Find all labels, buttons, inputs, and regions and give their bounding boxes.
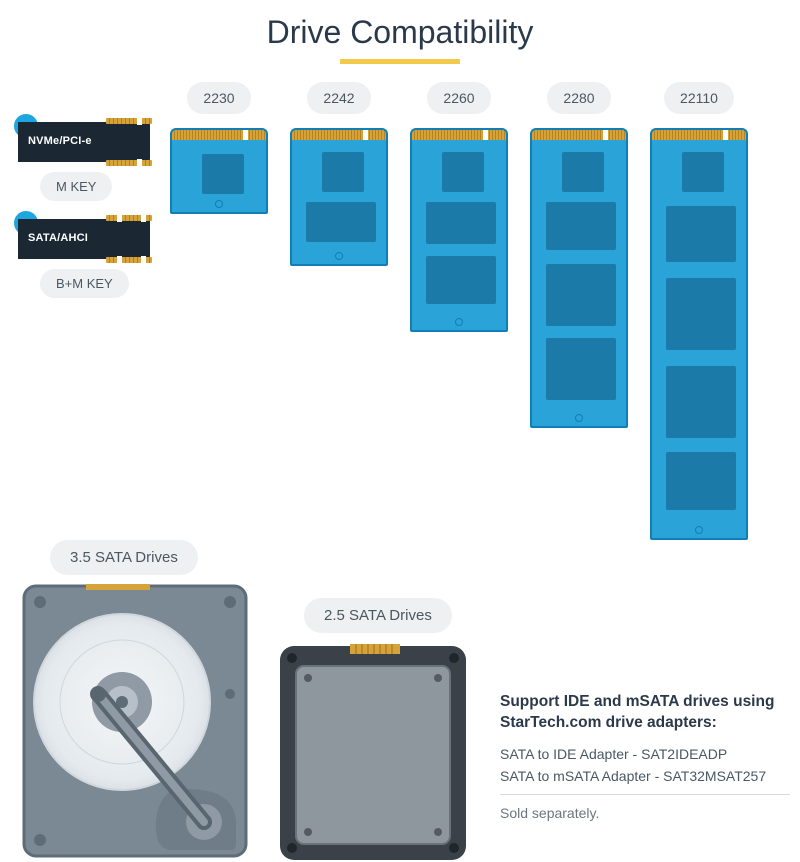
m2-size-2230: 2230 bbox=[170, 82, 268, 214]
sata35-label: 3.5 SATA Drives bbox=[50, 540, 198, 575]
m2-chip bbox=[426, 256, 496, 304]
m2-size-2260: 2260 bbox=[410, 82, 508, 332]
m2-card bbox=[530, 128, 628, 428]
connector-nvme: NVMe/PCI-e bbox=[18, 122, 150, 162]
m2-size-label: 22110 bbox=[664, 82, 734, 114]
title-underline bbox=[340, 59, 460, 64]
m2-size-label: 2280 bbox=[547, 82, 610, 114]
adapter-line-1: SATA to IDE Adapter - SAT2IDEADP bbox=[500, 746, 790, 762]
connector-label: SATA/AHCI bbox=[28, 232, 88, 244]
key-type-column: NVMe/PCI-e M KEY SATA/AHCI B+M KEY bbox=[18, 82, 170, 316]
m2-chip bbox=[306, 202, 376, 242]
m2-chip bbox=[546, 202, 616, 250]
m2-chip bbox=[562, 152, 604, 192]
m2-size-label: 2242 bbox=[307, 82, 370, 114]
sata25-label: 2.5 SATA Drives bbox=[304, 598, 452, 633]
m2-chip bbox=[546, 264, 616, 326]
m2-size-22110: 22110 bbox=[650, 82, 748, 540]
m2-size-lineup: 2230 2242 2260 2280 22110 bbox=[170, 82, 748, 540]
key-label-pill: M KEY bbox=[40, 172, 112, 201]
m2-chip bbox=[322, 152, 364, 192]
m2-chip bbox=[546, 338, 616, 400]
m2-chip bbox=[682, 152, 724, 192]
hdd-35-illustration bbox=[22, 584, 248, 858]
m2-size-label: 2230 bbox=[187, 82, 250, 114]
connector-label: NVMe/PCI-e bbox=[28, 135, 92, 147]
sold-separately: Sold separately. bbox=[500, 805, 790, 821]
connector-sata: SATA/AHCI bbox=[18, 219, 150, 259]
m2-card bbox=[290, 128, 388, 266]
key-block-sata: SATA/AHCI B+M KEY bbox=[18, 219, 170, 298]
m2-size-label: 2260 bbox=[427, 82, 490, 114]
screw-hole-icon bbox=[695, 526, 703, 534]
page-title: Drive Compatibility bbox=[0, 0, 800, 51]
m2-card bbox=[170, 128, 268, 214]
m2-card bbox=[650, 128, 748, 540]
adapter-note: Support IDE and mSATA drives using StarT… bbox=[500, 692, 790, 821]
screw-hole-icon bbox=[575, 414, 583, 422]
screw-hole-icon bbox=[455, 318, 463, 326]
m2-chip bbox=[202, 154, 244, 194]
key-label-pill: B+M KEY bbox=[40, 269, 129, 298]
m2-size-2242: 2242 bbox=[290, 82, 388, 266]
screw-hole-icon bbox=[335, 252, 343, 260]
m2-chip bbox=[426, 202, 496, 244]
m2-compatibility-row: NVMe/PCI-e M KEY SATA/AHCI B+M KEY bbox=[0, 82, 800, 540]
m2-chip bbox=[666, 206, 736, 262]
m2-chip bbox=[666, 452, 736, 510]
m2-size-2280: 2280 bbox=[530, 82, 628, 428]
m2-chip bbox=[442, 152, 484, 192]
adapter-lead: Support IDE and mSATA drives using StarT… bbox=[500, 692, 790, 734]
screw-hole-icon bbox=[215, 200, 223, 208]
divider bbox=[500, 794, 790, 795]
m2-chip bbox=[666, 278, 736, 350]
ssd-25-illustration bbox=[278, 644, 468, 862]
m2-card bbox=[410, 128, 508, 332]
key-block-nvme: NVMe/PCI-e M KEY bbox=[18, 122, 170, 201]
adapter-line-2: SATA to mSATA Adapter - SAT32MSAT257 bbox=[500, 768, 790, 784]
m2-chip bbox=[666, 366, 736, 438]
